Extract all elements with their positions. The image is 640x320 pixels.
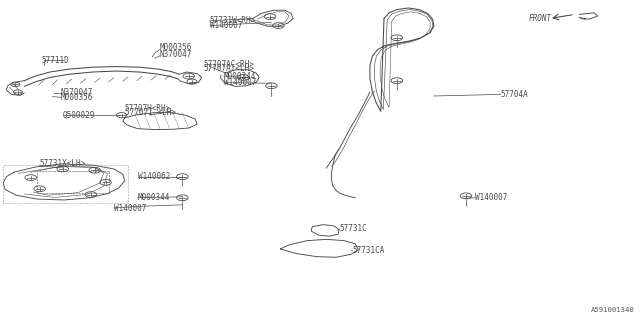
Text: 57731C: 57731C xyxy=(339,224,367,233)
Text: 57707AI<LH>: 57707AI<LH> xyxy=(204,64,254,73)
Text: W140007: W140007 xyxy=(224,78,257,87)
Text: 57707H<RH>: 57707H<RH> xyxy=(125,104,171,113)
Text: 57707AC<RH>: 57707AC<RH> xyxy=(204,60,254,69)
Text: W140007: W140007 xyxy=(210,21,243,30)
Bar xyxy=(3,165,128,203)
Text: W140007: W140007 xyxy=(475,193,508,202)
Text: W140007: W140007 xyxy=(114,204,147,213)
Text: A591001340: A591001340 xyxy=(591,307,635,313)
Text: M000356: M000356 xyxy=(160,44,193,52)
Bar xyxy=(37,171,109,193)
Text: 57711D: 57711D xyxy=(42,56,69,65)
Text: FRONT: FRONT xyxy=(529,14,552,23)
Text: 57707I <LH>: 57707I <LH> xyxy=(125,108,175,117)
Text: M000356: M000356 xyxy=(61,93,93,102)
Text: 57731CA: 57731CA xyxy=(352,246,385,255)
Text: 57704A: 57704A xyxy=(500,90,528,99)
Text: N370047: N370047 xyxy=(61,88,93,97)
Text: Q500029: Q500029 xyxy=(63,111,95,120)
Text: M000344: M000344 xyxy=(138,193,170,202)
Text: W140062: W140062 xyxy=(138,172,170,181)
Text: 57731X<LH>: 57731X<LH> xyxy=(40,159,86,168)
Text: M000344: M000344 xyxy=(224,72,257,81)
Text: 57731W<RH>: 57731W<RH> xyxy=(210,16,256,25)
Text: N370047: N370047 xyxy=(160,50,193,59)
